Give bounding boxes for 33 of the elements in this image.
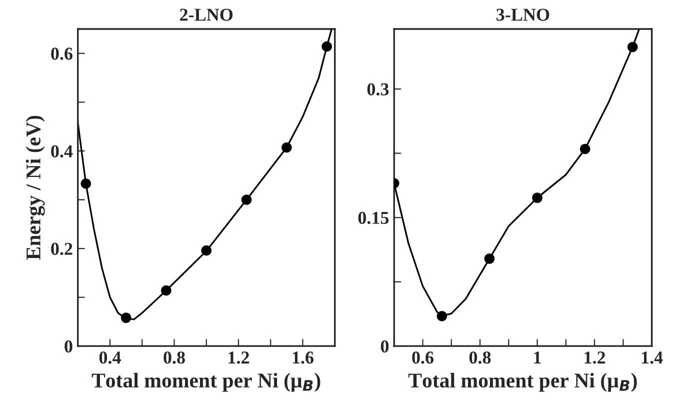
chart-title: 3-LNO: [496, 8, 550, 21]
x-tick-label: 0.4: [99, 351, 121, 364]
x-tick-label: 0.6: [412, 351, 434, 364]
chart-title: 2-LNO: [180, 8, 233, 21]
point: [161, 285, 172, 296]
x-tick-label: 1.4: [642, 352, 663, 364]
point: [120, 312, 132, 323]
y-tick-label: 0.6: [51, 48, 72, 60]
x-tick-label: 1.2: [584, 352, 606, 364]
y-tick-label: 0.2: [51, 242, 72, 256]
y-tick-label: 0.4: [51, 145, 73, 158]
point: [241, 194, 252, 205]
y-tick-label: 0: [380, 340, 389, 353]
point: [282, 142, 292, 153]
x-tick-label: 1.6: [292, 352, 314, 364]
point: [201, 245, 212, 256]
point: [80, 178, 92, 189]
point: [580, 144, 590, 154]
point: [532, 192, 542, 203]
point: [627, 42, 638, 52]
x-axis-title: Total moment per Ni (μ$_{B}$): [408, 372, 637, 392]
x-tick-label: 0.8: [164, 351, 185, 364]
y-tick-label: 0.15: [358, 212, 389, 224]
point: [484, 254, 495, 264]
x-tick-label: 1: [534, 352, 541, 364]
y-tick-label: 0: [64, 340, 72, 353]
x-tick-label: 0.8: [469, 351, 491, 364]
point: [322, 41, 332, 52]
y-tick-label: 0.3: [367, 83, 389, 96]
y-axis-title: Energy / Ni (eV): [26, 116, 45, 260]
x-tick-label: 1.2: [228, 352, 249, 364]
point: [436, 310, 448, 322]
x-axis-title: Total moment per Ni (μ$_{B}$): [92, 372, 320, 392]
